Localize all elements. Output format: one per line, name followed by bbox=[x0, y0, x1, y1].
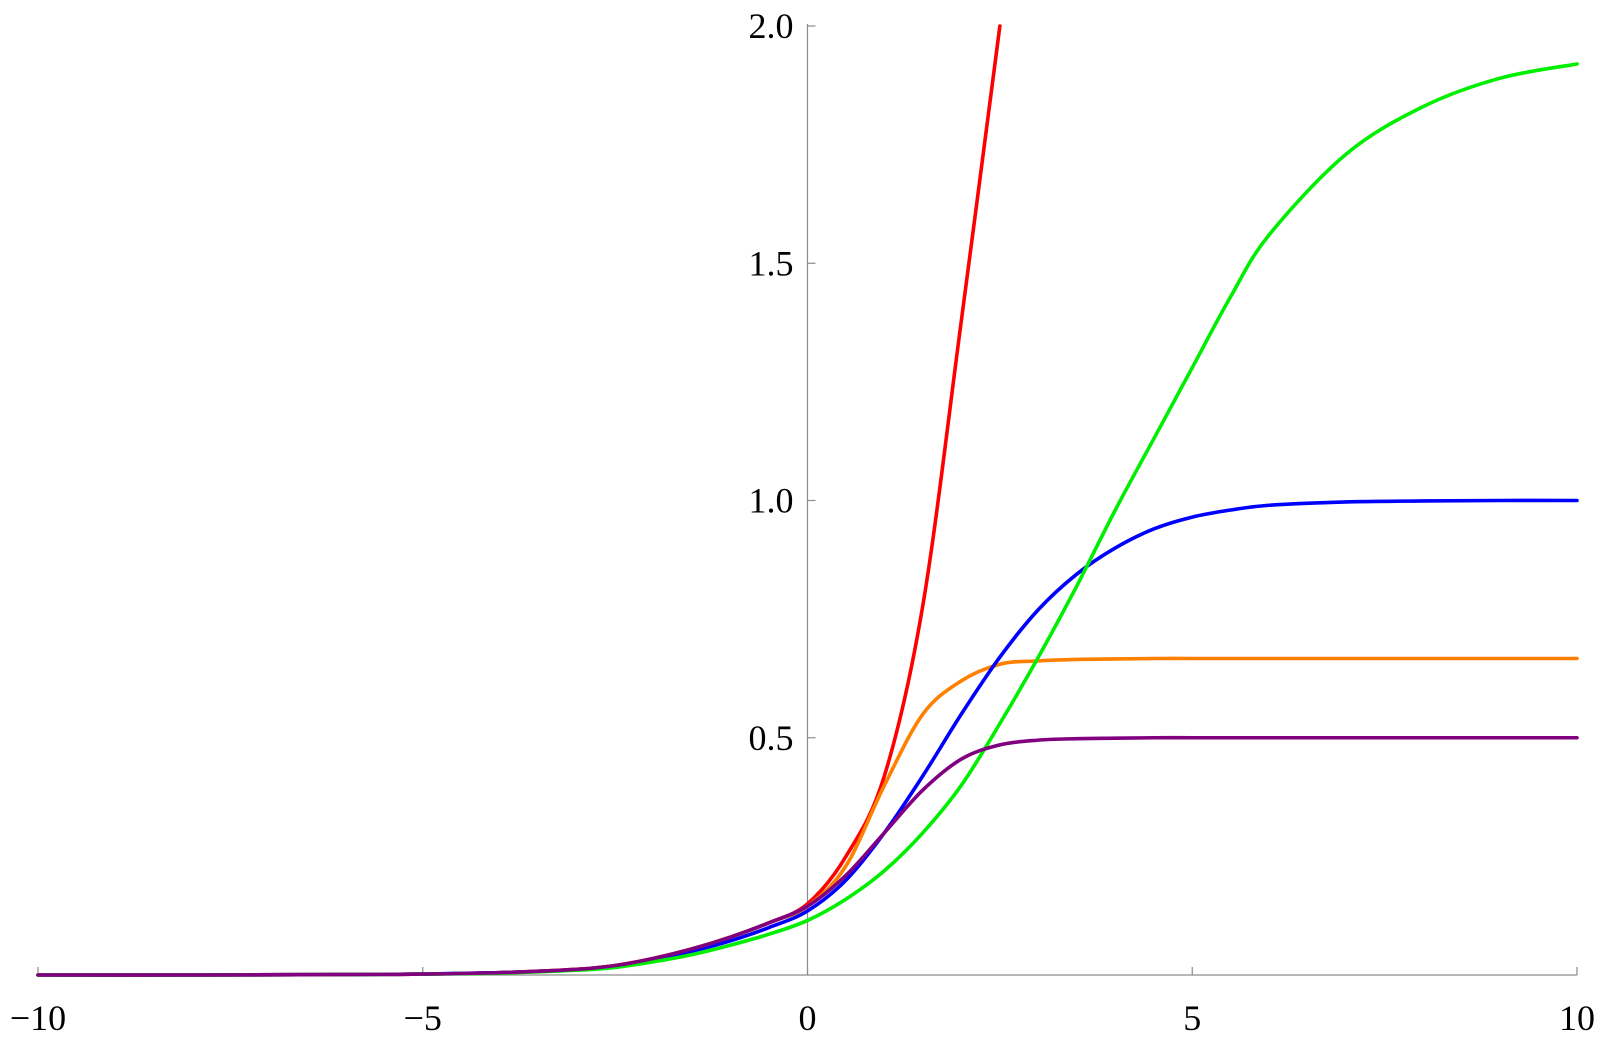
x-tick-label: −5 bbox=[404, 998, 442, 1038]
series-line-1 bbox=[36, 24, 1002, 977]
x-tick-label: −10 bbox=[10, 998, 66, 1038]
x-tick-label: 0 bbox=[799, 998, 817, 1038]
y-tick-label: 1.0 bbox=[749, 481, 794, 521]
x-tick-label: 5 bbox=[1183, 998, 1201, 1038]
tick-labels: −10 −5 0 5 10 0.5 1.0 1.5 2.0 bbox=[10, 6, 1595, 1038]
y-tick-label: 2.0 bbox=[749, 6, 794, 46]
series-line-5 bbox=[36, 735, 1579, 977]
axes bbox=[37, 24, 1578, 976]
y-tick-label: 0.5 bbox=[749, 718, 794, 758]
series-layer bbox=[36, 24, 1579, 977]
y-tick-label: 1.5 bbox=[749, 243, 794, 283]
x-tick-label: 10 bbox=[1559, 998, 1595, 1038]
